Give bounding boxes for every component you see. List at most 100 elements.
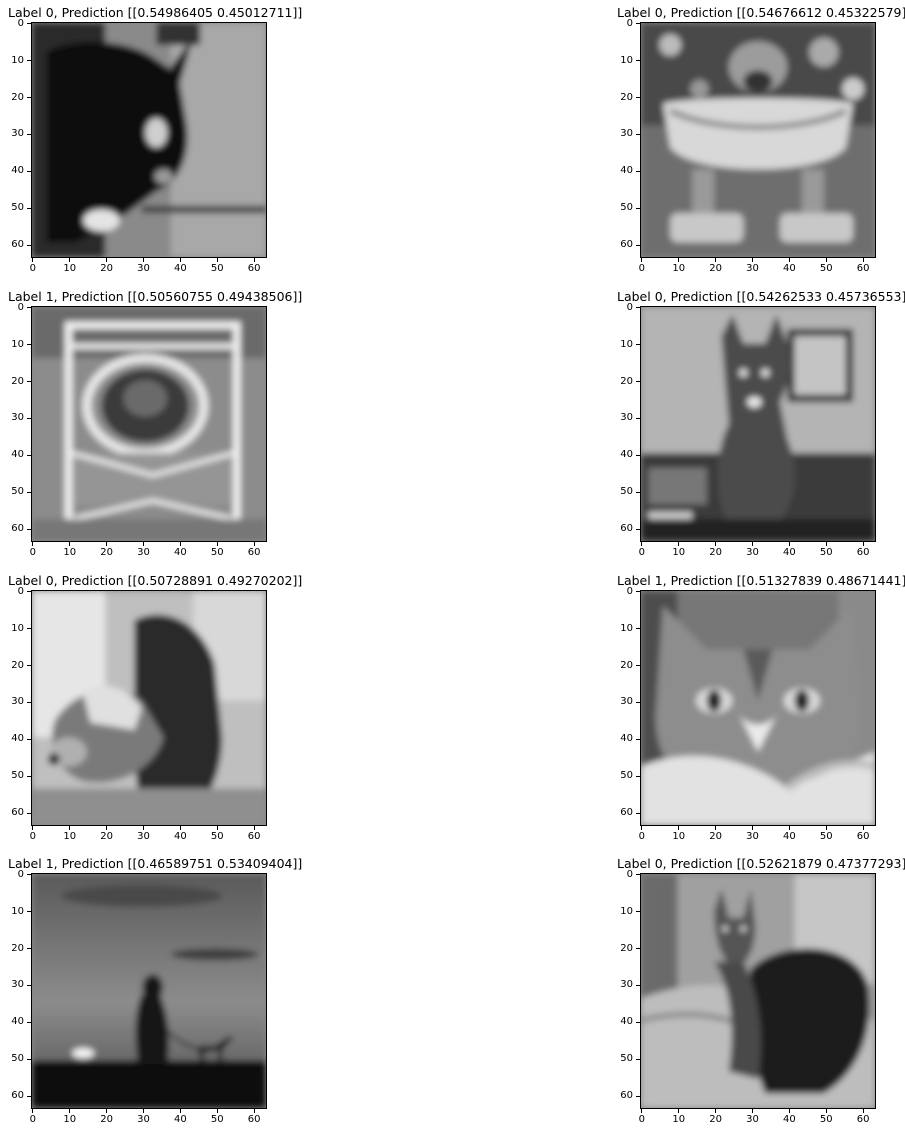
y-tick-label: 0 <box>626 868 633 880</box>
y-tick-label: 30 <box>11 979 24 991</box>
image-axes <box>31 590 267 826</box>
y-tick-mark <box>27 1058 31 1060</box>
x-tick-mark <box>678 826 680 830</box>
y-tick-mark <box>636 948 640 950</box>
y-tick-mark <box>27 812 31 814</box>
x-tick-mark <box>825 1109 827 1113</box>
y-tick-mark <box>27 591 31 593</box>
x-tick-mark <box>253 826 255 830</box>
y-tick-mark <box>636 97 640 99</box>
x-tick-mark <box>179 542 181 546</box>
x-tick-mark <box>216 542 218 546</box>
y-tick-mark <box>636 738 640 740</box>
panel-title: Label 0, Prediction [[0.50728891 0.49270… <box>8 573 303 588</box>
y-tick-label: 40 <box>11 449 24 461</box>
y-tick-label: 40 <box>11 733 24 745</box>
y-tick-label: 50 <box>11 1053 24 1065</box>
y-tick-label: 10 <box>620 338 633 350</box>
y-tick-mark <box>636 344 640 346</box>
x-tick-mark <box>788 826 790 830</box>
grayscale-image <box>32 23 266 257</box>
x-tick-mark <box>862 258 864 262</box>
x-tick-mark <box>715 258 717 262</box>
y-tick-mark <box>636 244 640 246</box>
x-tick-label: 20 <box>709 831 722 842</box>
x-tick-mark <box>179 258 181 262</box>
y-tick-mark <box>27 60 31 62</box>
y-tick-mark <box>27 454 31 456</box>
y-tick-mark <box>27 417 31 419</box>
x-tick-mark <box>788 1109 790 1113</box>
y-tick-mark <box>636 454 640 456</box>
y-tick-mark <box>27 381 31 383</box>
x-tick-label: 60 <box>247 831 261 842</box>
y-tick-label: 20 <box>620 375 633 387</box>
y-tick-mark <box>636 628 640 630</box>
y-tick-mark <box>636 1021 640 1023</box>
y-tick-label: 10 <box>11 54 24 66</box>
y-tick-mark <box>636 23 640 25</box>
y-tick-label: 30 <box>620 128 633 140</box>
image-axes <box>640 590 876 826</box>
y-tick-label: 40 <box>11 1016 24 1028</box>
y-tick-mark <box>27 911 31 913</box>
y-tick-mark <box>636 60 640 62</box>
y-tick-mark <box>27 528 31 530</box>
y-tick-mark <box>27 307 31 309</box>
x-tick-label: 10 <box>672 263 686 274</box>
x-tick-label: 0 <box>29 831 37 842</box>
y-tick-label: 0 <box>17 17 24 29</box>
grayscale-image <box>641 874 875 1108</box>
x-tick-mark <box>32 1109 34 1113</box>
y-tick-mark <box>27 775 31 777</box>
x-tick-mark <box>641 258 643 262</box>
y-tick-label: 30 <box>11 696 24 708</box>
y-tick-mark <box>27 97 31 99</box>
x-tick-label: 50 <box>819 547 833 558</box>
x-tick-mark <box>641 542 643 546</box>
y-tick-mark <box>636 170 640 172</box>
grayscale-image <box>641 23 875 257</box>
y-tick-label: 40 <box>11 165 24 177</box>
panel-title: Label 1, Prediction [[0.50560755 0.49438… <box>8 289 303 304</box>
x-tick-mark <box>179 1109 181 1113</box>
x-tick-label: 20 <box>100 547 113 558</box>
y-tick-mark <box>27 344 31 346</box>
y-tick-label: 30 <box>620 979 633 991</box>
image-axes <box>640 873 876 1109</box>
x-tick-mark <box>69 826 71 830</box>
y-tick-mark <box>636 307 640 309</box>
x-tick-label: 40 <box>173 263 187 274</box>
x-tick-label: 50 <box>210 547 224 558</box>
y-tick-label: 20 <box>620 659 633 671</box>
y-tick-label: 50 <box>620 1053 633 1065</box>
image-axes <box>31 873 267 1109</box>
x-tick-label: 10 <box>63 547 77 558</box>
x-tick-label: 0 <box>638 547 646 558</box>
y-tick-label: 30 <box>620 412 633 424</box>
y-tick-label: 40 <box>620 449 633 461</box>
y-tick-label: 60 <box>620 239 633 251</box>
x-tick-label: 30 <box>137 263 150 274</box>
x-tick-label: 0 <box>29 547 37 558</box>
grayscale-image <box>32 591 266 825</box>
y-tick-label: 60 <box>620 523 633 535</box>
y-tick-label: 40 <box>620 733 633 745</box>
x-tick-label: 30 <box>137 547 150 558</box>
x-tick-mark <box>751 1109 753 1113</box>
y-tick-mark <box>27 665 31 667</box>
y-tick-mark <box>636 775 640 777</box>
y-tick-label: 30 <box>620 696 633 708</box>
y-tick-label: 20 <box>11 659 24 671</box>
y-tick-label: 60 <box>620 1090 633 1102</box>
y-tick-mark <box>27 244 31 246</box>
x-tick-label: 20 <box>709 263 722 274</box>
y-tick-mark <box>636 812 640 814</box>
x-tick-label: 0 <box>29 1114 37 1125</box>
x-tick-mark <box>715 1109 717 1113</box>
x-tick-label: 40 <box>782 831 796 842</box>
x-tick-mark <box>106 826 108 830</box>
x-tick-label: 60 <box>856 547 870 558</box>
y-tick-label: 50 <box>620 486 633 498</box>
y-tick-mark <box>636 665 640 667</box>
